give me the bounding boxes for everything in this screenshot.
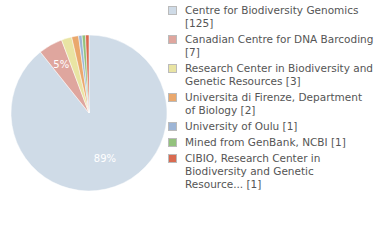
svg-text:89%: 89% [94,153,116,164]
html-text:Research Center in Biodiversit: Research Center in Biodiversity and Gene… [185,62,373,87]
html-text:Universita di Firenze, Departm: Universita di Firenze, Department of Bio… [185,91,362,116]
html-text:Canadian Centre for DNA Barcod: Canadian Centre for DNA Barcoding [7] [185,33,374,58]
html-text:University of Oulu [1]: University of Oulu [1] [185,120,298,132]
html-text:Centre for Biodiversity Genomi: Centre for Biodiversity Genomics [125] [185,4,359,29]
html-text:CIBIO, Research Center in Biod: CIBIO, Research Center in Biodiversity a… [185,152,321,190]
html-text:Mined from GenBank, NCBI [1]: Mined from GenBank, NCBI [1] [185,136,346,148]
svg-text:5%: 5% [53,59,69,70]
